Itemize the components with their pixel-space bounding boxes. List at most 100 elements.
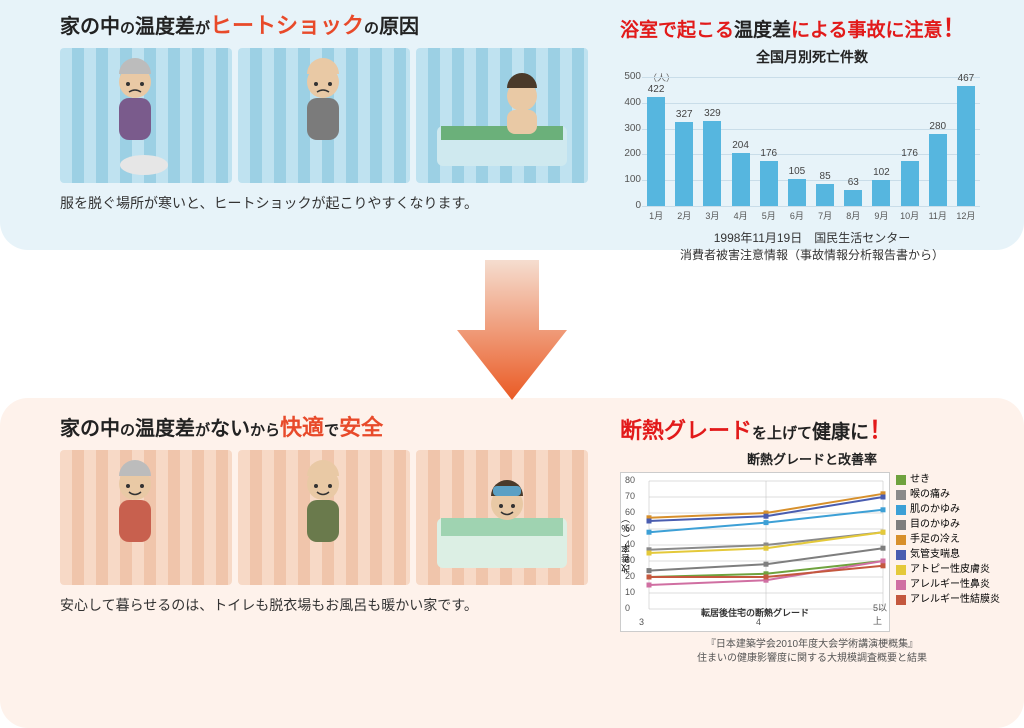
bar xyxy=(957,86,975,206)
h-seg: で xyxy=(324,422,339,439)
insulation-improvement-line-chart: 01020304050607080345以上転居後住宅の断熱グレード改善率（％） xyxy=(620,472,890,632)
illustration xyxy=(238,48,410,183)
bar-value: 85 xyxy=(812,171,838,182)
src-line: 『日本建築学会2010年度大会学術講演梗概集』 xyxy=(706,639,918,650)
top-left-column: 家の中の温度差がヒートショックの原因 服を脱ぐ場所が寒いと、ヒートショックが起こ… xyxy=(60,8,620,213)
src-line: 住まいの健康影響度に関する大規模調査概要と結果 xyxy=(697,653,927,664)
bar-chart-title: 全国月別死亡件数 xyxy=(620,47,1004,67)
bar-value: 204 xyxy=(728,140,754,151)
line-chart-column: 断熱グレードを上げて健康に！ 断熱グレードと改善率 01020304050607… xyxy=(620,410,1004,666)
bar-category: 3月 xyxy=(699,209,725,222)
h-em: 安全 xyxy=(339,415,383,440)
bath-icon xyxy=(427,56,577,176)
bar-value: 280 xyxy=(925,121,951,132)
bottom-left-column: 家の中の温度差がないから快適で安全 安心して暮らせるのは、トイレも脱衣場もお風呂… xyxy=(60,410,620,615)
h-seg: の xyxy=(120,422,135,439)
h-seg: 原因 xyxy=(379,16,419,38)
line-chart-legend: せき喉の痛み肌のかゆみ目のかゆみ手足の冷え気管支喘息アトピー性皮膚炎アレルギー性… xyxy=(896,472,1000,632)
bar-category: 10月 xyxy=(897,209,923,222)
bar-value: 176 xyxy=(897,148,923,159)
h-seg: ない xyxy=(210,418,250,440)
illustration xyxy=(60,450,232,585)
bar xyxy=(703,121,721,206)
bar-value: 327 xyxy=(671,109,697,120)
person-icon xyxy=(283,56,363,166)
bar-category: 7月 xyxy=(812,209,838,222)
top-illustration-row xyxy=(60,48,620,183)
bar-value: 102 xyxy=(868,167,894,178)
line-chart-wrap: 01020304050607080345以上転居後住宅の断熱グレード改善率（％）… xyxy=(620,472,1004,632)
h-em: 快適 xyxy=(280,415,324,440)
bar-category: 5月 xyxy=(756,209,782,222)
h-seg: 温度差 xyxy=(135,16,195,38)
legend-item: アレルギー性鼻炎 xyxy=(896,577,1000,592)
legend-item: 目のかゆみ xyxy=(896,517,1000,532)
bar-category: 12月 xyxy=(953,209,979,222)
h-seg: の xyxy=(364,20,379,37)
bar xyxy=(788,179,806,206)
bottom-caption: 安心して暮らせるのは、トイレも脱衣場もお風呂も暖かい家です。 xyxy=(60,595,620,615)
h-seg: が xyxy=(195,20,210,37)
bar xyxy=(872,180,890,206)
h-seg: 家の中 xyxy=(60,16,120,38)
bar-value: 467 xyxy=(953,73,979,84)
bar xyxy=(844,190,862,206)
top-caption: 服を脱ぐ場所が寒いと、ヒートショックが起こりやすくなります。 xyxy=(60,193,620,213)
line-chart-heading: 断熱グレードを上げて健康に！ xyxy=(620,410,1004,445)
monthly-deaths-bar-chart: （人）01002003004005004221月3272月3293月2044月1… xyxy=(616,71,986,226)
line-chart-source: 『日本建築学会2010年度大会学術講演梗概集』 住まいの健康影響度に関する大規模… xyxy=(620,638,1004,666)
bar-category: 1月 xyxy=(643,209,669,222)
person-icon xyxy=(95,56,175,166)
legend-item: 気管支喘息 xyxy=(896,547,1000,562)
h-seg: の xyxy=(120,20,135,37)
h-seg: が xyxy=(195,422,210,439)
src-line: 1998年11月19日 国民生活センター xyxy=(714,231,911,245)
bar-category: 8月 xyxy=(840,209,866,222)
bar xyxy=(647,97,665,206)
down-arrow-icon xyxy=(457,260,567,400)
bar xyxy=(929,134,947,206)
arrow-zone xyxy=(0,260,1024,400)
legend-item: アトピー性皮膚炎 xyxy=(896,562,1000,577)
bar-chart-source: 1998年11月19日 国民生活センター 消費者被害注意情報（事故情報分析報告書… xyxy=(620,230,1004,264)
bottom-heading: 家の中の温度差がないから快適で安全 xyxy=(60,410,620,442)
bar-category: 9月 xyxy=(868,209,894,222)
illustration xyxy=(60,48,232,183)
illustration xyxy=(416,450,588,585)
bar xyxy=(816,184,834,206)
person-icon xyxy=(283,458,363,568)
bar-category: 2月 xyxy=(671,209,697,222)
bar-value: 63 xyxy=(840,177,866,188)
bar-value: 329 xyxy=(699,108,725,119)
bottom-illustration-row xyxy=(60,450,620,585)
bar xyxy=(732,153,750,206)
bar-value: 176 xyxy=(756,148,782,159)
h-seg: 家の中 xyxy=(60,418,120,440)
bath-icon xyxy=(427,458,577,578)
h-em: ヒートショック xyxy=(210,13,364,38)
bar-category: 6月 xyxy=(784,209,810,222)
legend-item: 喉の痛み xyxy=(896,487,1000,502)
h-seg: から xyxy=(250,422,280,439)
bar xyxy=(901,161,919,206)
bar-category: 4月 xyxy=(728,209,754,222)
bar-value: 422 xyxy=(643,84,669,95)
bar-chart-heading: 浴室で起こる温度差による事故に注意！ xyxy=(620,8,1004,43)
panel-heat-shock: 家の中の温度差がヒートショックの原因 服を脱ぐ場所が寒いと、ヒートショックが起こ… xyxy=(0,0,1024,250)
legend-item: 肌のかゆみ xyxy=(896,502,1000,517)
legend-item: 手足の冷え xyxy=(896,532,1000,547)
legend-item: アレルギー性結膜炎 xyxy=(896,592,1000,607)
bar-value: 105 xyxy=(784,166,810,177)
person-icon xyxy=(95,458,175,568)
bar-category: 11月 xyxy=(925,209,951,222)
bar-chart-column: 浴室で起こる温度差による事故に注意！ 全国月別死亡件数 （人）010020030… xyxy=(620,8,1004,264)
top-heading: 家の中の温度差がヒートショックの原因 xyxy=(60,8,620,40)
illustration xyxy=(416,48,588,183)
bar xyxy=(675,122,693,206)
h-seg: 温度差 xyxy=(135,418,195,440)
legend-item: せき xyxy=(896,472,1000,487)
illustration xyxy=(238,450,410,585)
line-chart-title: 断熱グレードと改善率 xyxy=(620,449,1004,468)
panel-improved: 家の中の温度差がないから快適で安全 安心して暮らせるのは、トイレも脱衣場もお風呂… xyxy=(0,398,1024,728)
bar xyxy=(760,161,778,206)
